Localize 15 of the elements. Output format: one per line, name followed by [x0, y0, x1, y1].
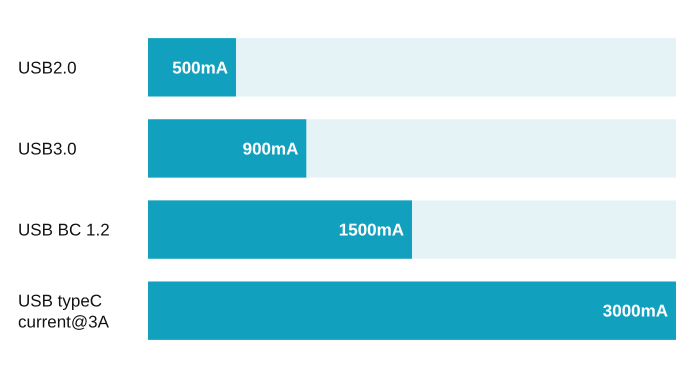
data-label: 900mA: [242, 139, 298, 158]
y-tick-label: USB BC 1.2: [18, 220, 110, 240]
y-tick-label: USB2.0: [18, 58, 77, 78]
y-tick-label: USB typeC current@3A: [18, 292, 110, 332]
bar: [412, 200, 676, 259]
bar: [148, 38, 236, 97]
bar: [148, 119, 306, 178]
data-label: 3000mA: [602, 302, 668, 321]
data-label: 500mA: [172, 58, 228, 78]
bar: [306, 119, 676, 178]
bar: [148, 200, 412, 259]
bar: [148, 281, 676, 340]
data-label: 1500mA: [338, 220, 404, 240]
y-tick-label: USB3.0: [18, 139, 77, 158]
bar: [236, 38, 676, 97]
